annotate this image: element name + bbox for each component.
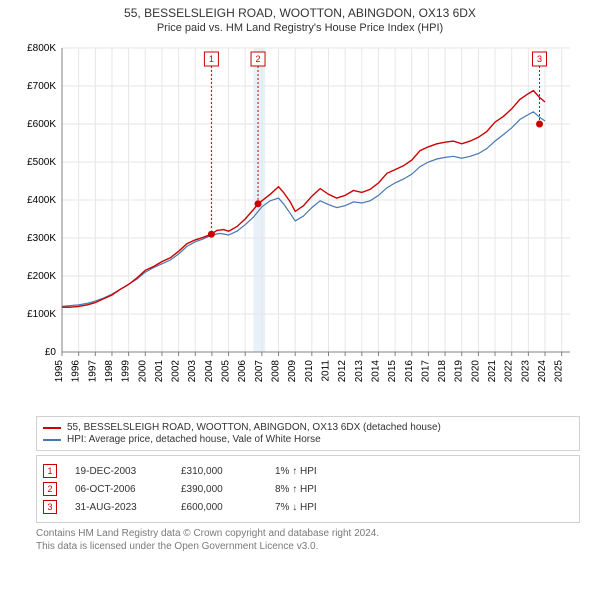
transaction-date: 06-OCT-2006 — [75, 484, 163, 495]
svg-text:2001: 2001 — [154, 360, 165, 383]
svg-text:2003: 2003 — [187, 360, 198, 383]
transaction-row: 1 19-DEC-2003 £310,000 1% ↑ HPI — [43, 464, 573, 478]
legend-swatch — [43, 427, 61, 429]
credits: Contains HM Land Registry data © Crown c… — [36, 527, 580, 553]
legend-label: 55, BESSELSLEIGH ROAD, WOOTTON, ABINGDON… — [67, 422, 441, 433]
transaction-price: £390,000 — [181, 484, 257, 495]
svg-text:2005: 2005 — [221, 360, 232, 383]
svg-text:£200K: £200K — [27, 271, 56, 282]
svg-text:2018: 2018 — [437, 360, 448, 383]
transaction-date: 19-DEC-2003 — [75, 466, 163, 477]
svg-text:£100K: £100K — [27, 309, 56, 320]
svg-text:£400K: £400K — [27, 195, 56, 206]
svg-text:2021: 2021 — [487, 360, 498, 383]
svg-text:1996: 1996 — [71, 360, 82, 383]
svg-text:2016: 2016 — [404, 360, 415, 383]
credit-line-2: This data is licensed under the Open Gov… — [36, 540, 580, 553]
transaction-row: 3 31-AUG-2023 £600,000 7% ↓ HPI — [43, 500, 573, 514]
transaction-delta: 7% ↓ HPI — [275, 502, 363, 513]
legend-label: HPI: Average price, detached house, Vale… — [67, 434, 321, 445]
transaction-row: 2 06-OCT-2006 £390,000 8% ↑ HPI — [43, 482, 573, 496]
svg-text:1999: 1999 — [121, 360, 132, 383]
transaction-price: £600,000 — [181, 502, 257, 513]
svg-text:2011: 2011 — [320, 360, 331, 382]
svg-text:3: 3 — [537, 54, 542, 64]
chart-title: 55, BESSELSLEIGH ROAD, WOOTTON, ABINGDON… — [0, 6, 600, 20]
svg-text:2000: 2000 — [137, 360, 148, 383]
svg-text:2013: 2013 — [354, 360, 365, 383]
legend-item: HPI: Average price, detached house, Vale… — [43, 434, 573, 445]
transaction-delta: 1% ↑ HPI — [275, 466, 363, 477]
svg-text:2025: 2025 — [554, 360, 565, 383]
legend-item: 55, BESSELSLEIGH ROAD, WOOTTON, ABINGDON… — [43, 422, 573, 433]
svg-text:£0: £0 — [45, 347, 57, 358]
svg-text:£500K: £500K — [27, 157, 56, 168]
svg-text:£300K: £300K — [27, 233, 56, 244]
svg-text:2009: 2009 — [287, 360, 298, 383]
svg-text:£800K: £800K — [27, 43, 56, 54]
svg-text:2010: 2010 — [304, 360, 315, 383]
transaction-price: £310,000 — [181, 466, 257, 477]
svg-text:2002: 2002 — [171, 360, 182, 383]
chart-subtitle: Price paid vs. HM Land Registry's House … — [0, 22, 600, 34]
svg-text:2008: 2008 — [271, 360, 282, 383]
svg-text:2022: 2022 — [504, 360, 515, 383]
transactions-table: 1 19-DEC-2003 £310,000 1% ↑ HPI 2 06-OCT-2006… — [36, 455, 580, 523]
svg-text:£700K: £700K — [27, 81, 56, 92]
svg-text:1997: 1997 — [87, 360, 98, 383]
svg-text:2023: 2023 — [520, 360, 531, 383]
svg-text:1: 1 — [209, 54, 214, 64]
svg-text:1995: 1995 — [54, 360, 65, 383]
svg-text:2007: 2007 — [254, 360, 265, 383]
svg-text:2019: 2019 — [454, 360, 465, 383]
transaction-marker: 3 — [43, 500, 57, 514]
svg-text:2006: 2006 — [237, 360, 248, 383]
legend: 55, BESSELSLEIGH ROAD, WOOTTON, ABINGDON… — [36, 416, 580, 451]
svg-text:2017: 2017 — [420, 360, 431, 383]
svg-text:£600K: £600K — [27, 119, 56, 130]
svg-text:2024: 2024 — [537, 360, 548, 383]
svg-text:2020: 2020 — [470, 360, 481, 383]
svg-text:1998: 1998 — [104, 360, 115, 383]
svg-text:2012: 2012 — [337, 360, 348, 383]
svg-text:2014: 2014 — [370, 360, 381, 383]
chart-area: £0 £100K £200K £300K £400K £500K £600K £700K £80… — [10, 40, 580, 412]
credit-line-1: Contains HM Land Registry data © Crown c… — [36, 527, 580, 540]
line-chart: £0 £100K £200K £300K £400K £500K £600K £700K £80… — [10, 40, 580, 412]
svg-text:2004: 2004 — [204, 360, 215, 383]
legend-swatch — [43, 439, 61, 441]
svg-text:2: 2 — [256, 54, 261, 64]
transaction-date: 31-AUG-2023 — [75, 502, 163, 513]
svg-text:2015: 2015 — [387, 360, 398, 383]
transaction-marker: 2 — [43, 482, 57, 496]
transaction-marker: 1 — [43, 464, 57, 478]
transaction-delta: 8% ↑ HPI — [275, 484, 363, 495]
